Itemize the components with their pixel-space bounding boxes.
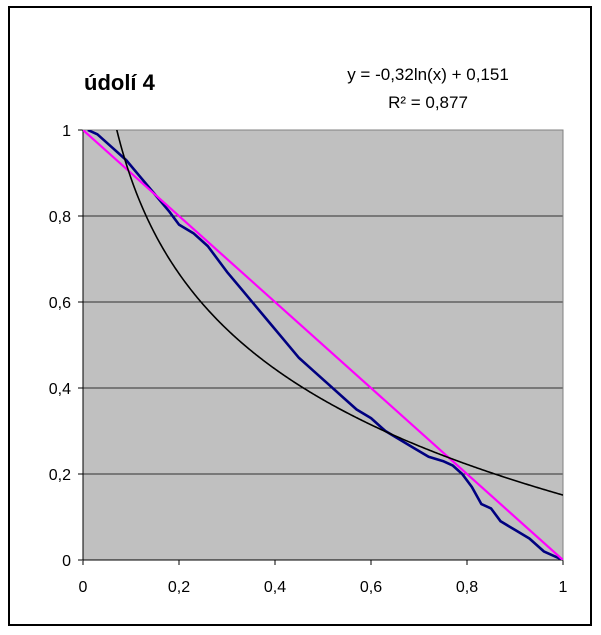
series-line-1 [83, 130, 563, 560]
y-tick-label: 0 [62, 553, 71, 570]
trendline-equation: y = -0,32ln(x) + 0,151 [347, 65, 509, 84]
y-tick-label: 0,6 [49, 295, 71, 312]
series-line-0 [87, 130, 563, 560]
x-tick-label: 0,2 [168, 579, 190, 596]
y-tick-label: 0,8 [49, 209, 71, 226]
x-tick-label: 1 [559, 579, 568, 596]
chart: údolí 4 y = -0,32ln(x) + 0,151 R² = 0,87… [49, 65, 568, 596]
x-tick-label: 0,8 [456, 579, 478, 596]
x-tick-label: 0,6 [360, 579, 382, 596]
y-tick-label: 0,4 [49, 381, 71, 398]
y-tick-label: 0,2 [49, 467, 71, 484]
x-tick-label: 0,4 [264, 579, 286, 596]
trendline [115, 130, 563, 496]
x-tick-label: 0 [79, 579, 88, 596]
chart-title: údolí 4 [84, 70, 156, 95]
chart-frame: údolí 4 y = -0,32ln(x) + 0,151 R² = 0,87… [8, 6, 592, 626]
trendline-r-squared: R² = 0,877 [388, 93, 468, 112]
y-tick-label: 1 [62, 123, 71, 140]
